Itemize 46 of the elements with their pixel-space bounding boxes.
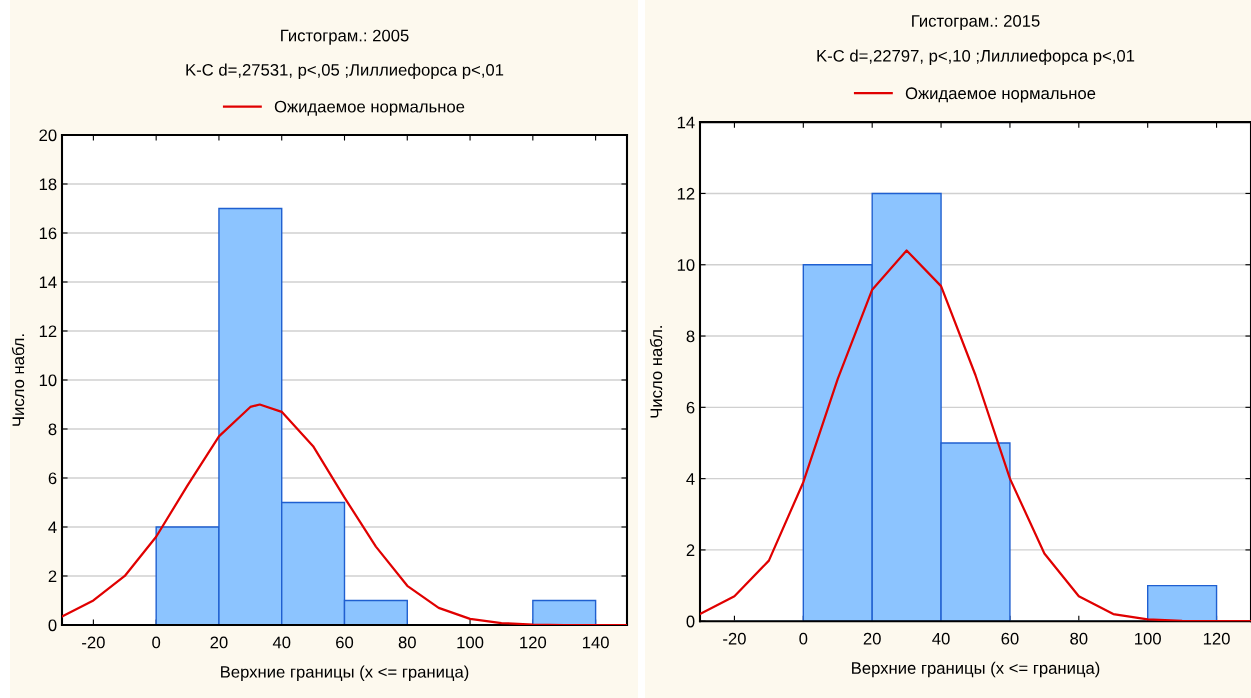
y-tick-label: 8 [686,330,695,343]
x-axis-title: Верхние границы (x <= граница) [221,665,469,682]
x-tick-label: -20 [82,636,105,649]
chart-title: Гистограм.: 2005 [281,29,409,45]
y-tick-label: 16 [39,227,57,240]
y-tick-label: 10 [677,259,695,271]
x-tick-label: 40 [932,632,950,645]
x-tick-label: 80 [1070,632,1088,645]
y-tick-label: 4 [48,521,57,534]
y-tick-label: 12 [677,187,695,200]
chart-subtitle: K-C d=,22797, p<,10 ;Лиллиефорса p<,01 [817,49,1135,66]
y-axis-title: Число набл. [11,334,25,426]
y-tick-label: 4 [686,473,695,485]
legend-label: Ожидаемое нормальное [905,87,1096,103]
x-tick-label: -20 [723,632,746,645]
x-tick-label: 60 [1001,632,1019,645]
y-tick-label: 12 [39,325,57,338]
y-axis-title: Число набл. [649,326,663,418]
y-tick-label: 8 [48,423,57,436]
x-tick-label: 80 [398,636,416,649]
x-tick-label: 140 [582,636,609,649]
y-tick-label: 0 [48,619,57,632]
y-tick-label: 0 [686,615,695,628]
x-tick-label: 0 [799,632,808,645]
x-tick-label: 20 [863,632,881,645]
y-tick-label: 6 [48,472,57,485]
y-tick-label: 14 [677,116,695,129]
chart-subtitle: K-C d=,27531, p<,05 ;Лиллиефорса p<,01 [186,63,504,80]
y-tick-label: 2 [686,544,695,556]
x-tick-label: 100 [457,636,484,649]
chart-title: Гистограм.: 2015 [912,15,1040,31]
y-tick-label: 20 [39,129,57,142]
y-tick-label: 18 [39,178,57,191]
y-tick-label: 6 [686,401,695,414]
x-tick-label: 120 [1203,632,1230,645]
x-tick-label: 100 [1135,632,1161,645]
legend-label: Ожидаемое нормальное [274,100,465,116]
x-tick-label: 0 [152,636,161,649]
x-tick-label: 120 [520,636,547,649]
y-tick-label: 14 [39,276,57,289]
x-axis-title: Верхние границы (x <= граница) [852,661,1100,678]
y-tick-label: 10 [39,374,57,387]
x-tick-label: 20 [210,636,228,649]
x-tick-label: 60 [336,636,354,649]
x-tick-label: 40 [272,636,291,649]
y-tick-label: 2 [48,570,57,583]
